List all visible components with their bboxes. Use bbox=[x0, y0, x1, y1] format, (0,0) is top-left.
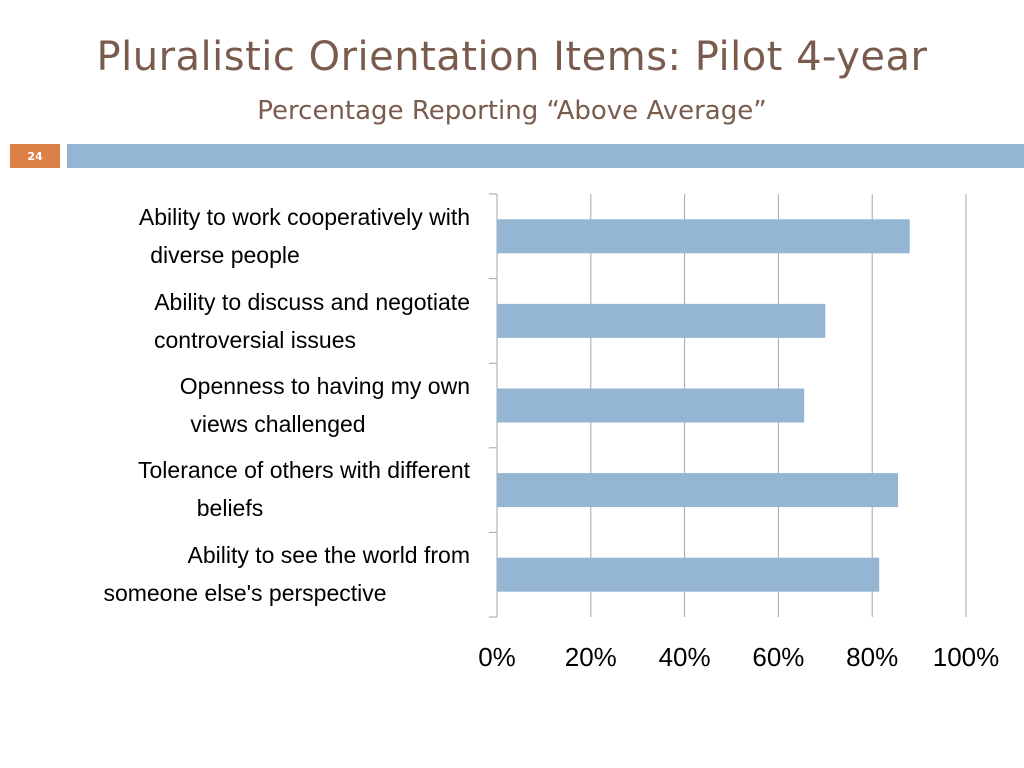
category-label-5-line-2: someone else's perspective bbox=[103, 580, 387, 606]
category-label-1-line-2: diverse people bbox=[150, 242, 300, 268]
category-label-2: Ability to discuss and negotiate controv… bbox=[0, 283, 470, 359]
bar-5 bbox=[497, 557, 880, 592]
x-tick-label: 0% bbox=[478, 642, 516, 672]
category-label-5-line-1: Ability to see the world from bbox=[187, 542, 470, 568]
category-label-2-line-2: controversial issues bbox=[154, 327, 356, 353]
x-tick-label: 80% bbox=[846, 642, 898, 672]
bar-2 bbox=[497, 303, 826, 338]
category-label-4-line-1: Tolerance of others with different bbox=[138, 457, 470, 483]
bar-1 bbox=[497, 219, 910, 254]
x-tick-label: 100% bbox=[933, 642, 1000, 672]
bar-4 bbox=[497, 473, 898, 508]
x-tick-label: 60% bbox=[752, 642, 804, 672]
page-number-badge: 24 bbox=[10, 144, 60, 168]
x-tick-label: 40% bbox=[659, 642, 711, 672]
category-label-1-line-1: Ability to work cooperatively with bbox=[138, 204, 470, 230]
category-label-2-line-1: Ability to discuss and negotiate bbox=[154, 289, 470, 315]
category-label-1: Ability to work cooperatively with diver… bbox=[0, 198, 470, 274]
category-label-3: Openness to having my own views challeng… bbox=[0, 367, 470, 443]
category-label-4: Tolerance of others with different belie… bbox=[0, 451, 470, 527]
slide-title: Pluralistic Orientation Items: Pilot 4-y… bbox=[96, 34, 928, 80]
x-tick-label: 20% bbox=[565, 642, 617, 672]
category-label-5: Ability to see the world from someone el… bbox=[0, 536, 470, 612]
bar-3 bbox=[497, 388, 805, 423]
category-label-3-line-2: views challenged bbox=[190, 411, 366, 437]
category-label-4-line-2: beliefs bbox=[196, 495, 264, 521]
accent-band bbox=[67, 144, 1024, 168]
slide-subtitle: Percentage Reporting “Above Average” bbox=[257, 96, 767, 126]
category-label-3-line-1: Openness to having my own bbox=[179, 373, 470, 399]
